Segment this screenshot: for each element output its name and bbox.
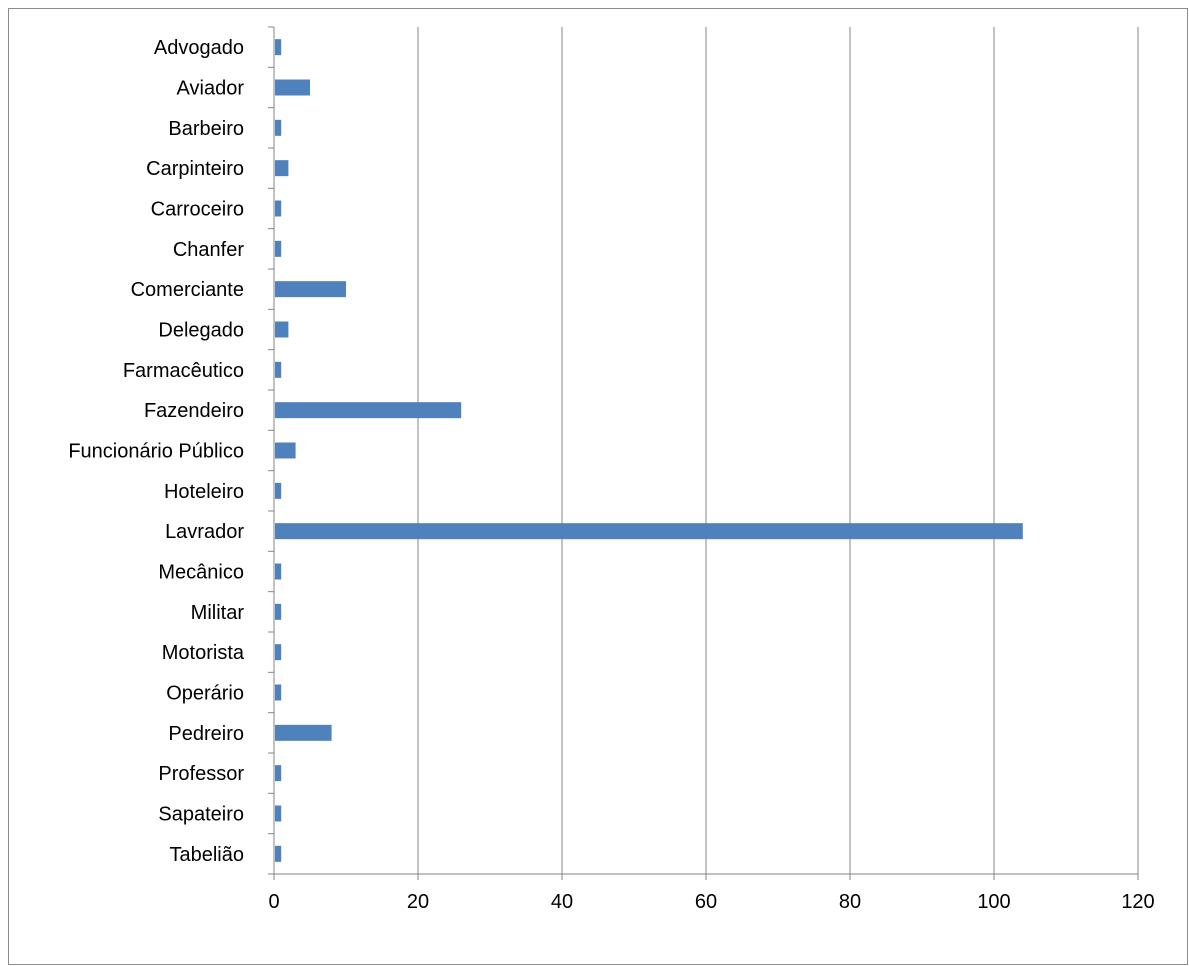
- bar: [275, 321, 289, 338]
- bar: [275, 805, 282, 822]
- category-label: Professor: [158, 763, 244, 785]
- x-tick-label: 0: [268, 891, 279, 913]
- category-label: Hoteleiro: [164, 481, 244, 503]
- category-label: Operário: [166, 683, 244, 705]
- bar: [275, 442, 296, 459]
- x-tick-label: 120: [1121, 891, 1154, 913]
- category-label: Funcionário Público: [68, 441, 244, 463]
- category-label: Chanfer: [173, 239, 244, 261]
- bar: [275, 845, 282, 862]
- category-label: Farmacêutico: [123, 360, 244, 382]
- bar: [275, 765, 282, 782]
- bar: [275, 603, 282, 620]
- category-label: Fazendeiro: [144, 400, 244, 422]
- category-label: Advogado: [154, 37, 244, 59]
- category-label: Aviador: [177, 78, 245, 100]
- category-label: Tabelião: [169, 844, 244, 866]
- bar: [275, 200, 282, 217]
- category-label: Delegado: [158, 320, 244, 342]
- x-tick-label: 80: [839, 891, 861, 913]
- x-tick-label: 60: [695, 891, 717, 913]
- category-label: Carroceiro: [151, 199, 244, 221]
- category-labels: Advogado Aviador Barbeiro Carpinteiro Carroc…: [68, 37, 245, 866]
- bar: [275, 39, 282, 56]
- bar: [275, 79, 310, 96]
- category-label: Carpinteiro: [146, 158, 244, 180]
- bar: [275, 684, 282, 701]
- bar: [275, 724, 332, 741]
- bar: [275, 281, 346, 298]
- bar: [275, 523, 1023, 540]
- category-label: Militar: [191, 602, 245, 624]
- x-tick-label: 100: [977, 891, 1010, 913]
- bars: [275, 39, 1023, 862]
- bar: [275, 361, 282, 378]
- chart-frame: Advogado Aviador Barbeiro Carpinteiro Carroc…: [8, 8, 1188, 965]
- category-label: Mecânico: [158, 562, 244, 584]
- x-tick-label: 20: [407, 891, 429, 913]
- tick-labels: 0 20 40 60 80 100 120: [268, 891, 1154, 913]
- category-label: Comerciante: [131, 279, 244, 301]
- category-label: Pedreiro: [168, 723, 244, 745]
- bar: [275, 160, 289, 177]
- bar: [275, 482, 282, 499]
- category-label: Motorista: [162, 642, 245, 664]
- bar: [275, 119, 282, 136]
- category-label: Lavrador: [165, 521, 244, 543]
- grid-lines: [417, 27, 1139, 874]
- x-tick-label: 40: [551, 891, 573, 913]
- axes: [268, 26, 1139, 880]
- bar: [275, 563, 282, 580]
- bar: [275, 240, 282, 257]
- bar-chart: Advogado Aviador Barbeiro Carpinteiro Carroc…: [68, 26, 1155, 913]
- category-label: Sapateiro: [158, 804, 244, 826]
- bar: [275, 644, 282, 661]
- bar: [275, 402, 462, 419]
- category-label: Barbeiro: [168, 118, 244, 140]
